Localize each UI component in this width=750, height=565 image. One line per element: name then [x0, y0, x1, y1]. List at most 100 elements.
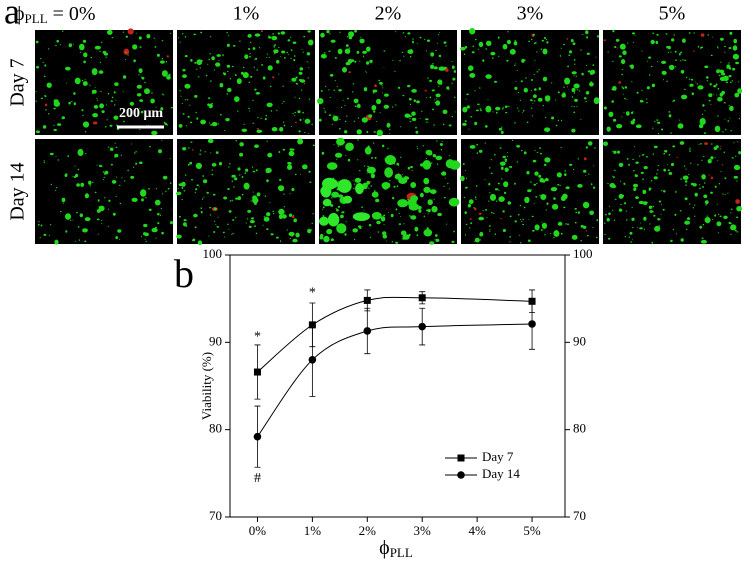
cell — [166, 55, 169, 58]
cell — [705, 204, 707, 206]
cell — [433, 66, 438, 70]
cell — [294, 115, 296, 117]
cell — [208, 122, 211, 124]
cell — [593, 165, 595, 167]
cell — [104, 197, 106, 199]
cell — [530, 90, 532, 92]
cell — [227, 223, 229, 226]
cell — [53, 128, 57, 132]
cell — [612, 60, 614, 63]
cell — [729, 105, 734, 112]
cell — [105, 104, 107, 106]
cell — [730, 233, 732, 235]
cell — [544, 178, 549, 182]
cell — [234, 96, 240, 102]
cell — [169, 182, 172, 185]
cell — [664, 149, 668, 153]
cell — [83, 52, 88, 58]
cell — [495, 106, 501, 111]
cell — [586, 234, 589, 237]
cell — [131, 197, 138, 202]
cell — [479, 231, 484, 237]
cell — [56, 187, 58, 189]
cell — [358, 225, 362, 228]
cell — [521, 58, 525, 63]
cell — [668, 154, 671, 156]
cell — [165, 60, 168, 63]
cell — [197, 240, 203, 245]
cell — [701, 113, 704, 115]
cell — [427, 151, 433, 156]
cell — [649, 210, 654, 213]
cell — [170, 221, 173, 225]
cell — [226, 64, 231, 68]
cell — [717, 232, 719, 234]
cell — [517, 214, 520, 216]
cell — [265, 170, 269, 174]
cell — [209, 53, 211, 55]
cell — [166, 75, 171, 80]
cell — [566, 86, 569, 88]
cell — [606, 217, 610, 222]
cell — [102, 171, 105, 173]
cell — [545, 209, 547, 211]
cell — [484, 179, 486, 181]
cell — [342, 67, 347, 73]
cell — [280, 56, 282, 57]
cell — [309, 181, 312, 183]
cell — [440, 158, 442, 160]
cell — [151, 130, 158, 136]
data-point — [528, 320, 536, 328]
cell — [366, 172, 368, 174]
cell — [451, 61, 453, 63]
cell — [731, 80, 733, 82]
cell — [466, 105, 470, 109]
cell — [646, 102, 648, 104]
cell — [467, 186, 469, 188]
cell — [246, 56, 248, 59]
cell — [432, 108, 434, 111]
cell — [605, 213, 607, 216]
x-axis-label-symbol: ϕ — [379, 537, 390, 559]
cell — [162, 175, 168, 180]
cell — [631, 32, 636, 35]
cell — [609, 183, 616, 188]
cell — [583, 169, 587, 173]
cell — [413, 99, 416, 102]
cell — [323, 52, 326, 54]
cell — [408, 215, 411, 217]
cell — [119, 202, 122, 205]
cell — [343, 141, 346, 143]
cell — [302, 164, 308, 170]
cell — [465, 177, 467, 179]
cell — [573, 59, 576, 61]
cell — [520, 219, 522, 220]
cell — [444, 177, 446, 179]
cell — [136, 84, 142, 89]
cell — [704, 142, 708, 145]
cell — [608, 212, 611, 216]
cell — [297, 138, 304, 145]
cell — [144, 81, 146, 84]
cell — [533, 203, 536, 204]
cell — [122, 90, 124, 92]
cell — [278, 185, 283, 190]
cell — [333, 114, 335, 116]
cell — [93, 105, 99, 109]
cell — [319, 234, 324, 237]
cell — [506, 59, 509, 62]
legend-marker — [457, 454, 465, 462]
cell — [652, 211, 654, 213]
cell — [498, 127, 503, 131]
cell — [522, 223, 525, 226]
cell — [112, 212, 116, 216]
annotation: * — [309, 286, 316, 301]
cell — [53, 124, 55, 126]
cell — [337, 194, 344, 198]
cell — [440, 66, 445, 71]
cell — [239, 174, 241, 176]
cell — [630, 64, 634, 69]
cell — [429, 79, 433, 82]
cell — [245, 168, 249, 172]
cell — [557, 119, 560, 122]
